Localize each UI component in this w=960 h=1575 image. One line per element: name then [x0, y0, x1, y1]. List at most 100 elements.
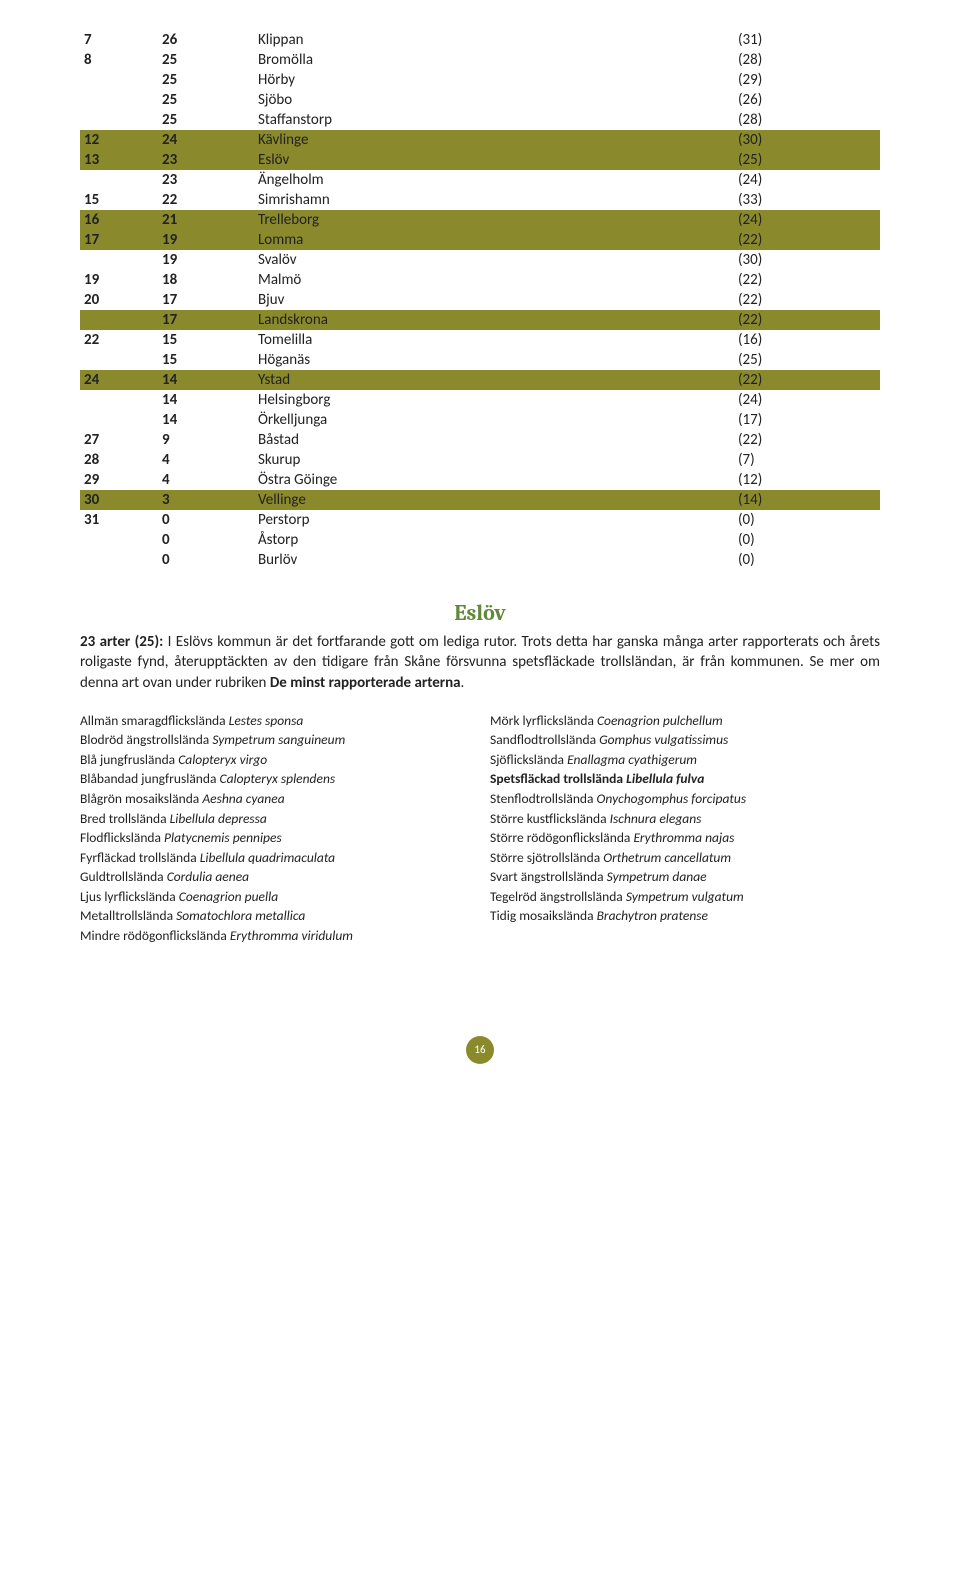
- table-cell: 15: [160, 350, 256, 370]
- table-cell: [80, 250, 160, 270]
- species-scientific: Libellula fulva: [626, 770, 704, 787]
- species-scientific: Orthetrum cancellatum: [603, 849, 731, 866]
- table-cell: (12): [736, 470, 880, 490]
- table-cell: [80, 310, 160, 330]
- table-row: 25Staffanstorp(28): [80, 110, 880, 130]
- table-row: 279Båstad(22): [80, 430, 880, 450]
- species-swedish: Ljus lyrflickslända: [80, 888, 179, 905]
- species-swedish: Tidig mosaikslända: [490, 907, 597, 924]
- table-row: 17Landskrona(22): [80, 310, 880, 330]
- table-cell: (30): [736, 130, 880, 150]
- species-scientific: Ischnura elegans: [610, 810, 702, 827]
- table-cell: Höganäs: [256, 350, 736, 370]
- species-swedish: Svart ängstrollslända: [490, 868, 607, 885]
- table-cell: (25): [736, 150, 880, 170]
- table-cell: 15: [80, 190, 160, 210]
- table-cell: (30): [736, 250, 880, 270]
- table-cell: Tomelilla: [256, 330, 736, 350]
- species-line: Metalltrollslända Somatochlora metallica: [80, 906, 470, 926]
- table-cell: Örkelljunga: [256, 410, 736, 430]
- species-line: Större sjötrollslända Orthetrum cancella…: [490, 848, 880, 868]
- species-line: Stenflodtrollslända Onychogomphus forcip…: [490, 789, 880, 809]
- species-scientific: Libellula depressa: [170, 810, 267, 827]
- species-scientific: Coenagrion pulchellum: [597, 712, 723, 729]
- table-cell: 4: [160, 450, 256, 470]
- table-cell: (22): [736, 310, 880, 330]
- species-swedish: Blåbandad jungfruslända: [80, 770, 220, 787]
- table-cell: (22): [736, 430, 880, 450]
- species-scientific: Calopteryx splendens: [220, 770, 336, 787]
- table-row: 0Burlöv(0): [80, 550, 880, 570]
- table-cell: 22: [80, 330, 160, 350]
- species-scientific: Calopteryx virgo: [178, 751, 267, 768]
- table-row: 294Östra Göinge(12): [80, 470, 880, 490]
- table-cell: Skurup: [256, 450, 736, 470]
- table-row: 303Vellinge(14): [80, 490, 880, 510]
- species-line: Ljus lyrflickslända Coenagrion puella: [80, 887, 470, 907]
- table-cell: [80, 110, 160, 130]
- table-cell: 17: [160, 290, 256, 310]
- table-row: 310Perstorp(0): [80, 510, 880, 530]
- species-scientific: Sympetrum vulgatum: [626, 888, 744, 905]
- table-cell: 19: [160, 250, 256, 270]
- species-line: Större kustflickslända Ischnura elegans: [490, 809, 880, 829]
- table-cell: [80, 170, 160, 190]
- species-line: Svart ängstrollslända Sympetrum danae: [490, 867, 880, 887]
- species-swedish: Större kustflickslända: [490, 810, 610, 827]
- table-row: 0Åstorp(0): [80, 530, 880, 550]
- species-swedish: Blå jungfruslända: [80, 751, 178, 768]
- species-scientific: Libellula quadrimaculata: [200, 849, 335, 866]
- species-scientific: Gomphus vulgatissimus: [599, 731, 728, 748]
- table-cell: Trelleborg: [256, 210, 736, 230]
- table-cell: 26: [160, 30, 256, 50]
- section-title: Eslöv: [80, 600, 880, 626]
- table-cell: [80, 350, 160, 370]
- table-cell: Ängelholm: [256, 170, 736, 190]
- species-scientific: Enallagma cyathigerum: [567, 751, 697, 768]
- table-cell: Hörby: [256, 70, 736, 90]
- table-cell: Eslöv: [256, 150, 736, 170]
- body-end: .: [461, 674, 465, 692]
- table-cell: 9: [160, 430, 256, 450]
- species-scientific: Onychogomphus forcipatus: [597, 790, 747, 807]
- species-line: Mindre rödögonflickslända Erythromma vir…: [80, 926, 470, 946]
- species-line: Större rödögonflickslända Erythromma naj…: [490, 828, 880, 848]
- species-scientific: Platycnemis pennipes: [164, 829, 282, 846]
- table-cell: 27: [80, 430, 160, 450]
- species-line: Allmän smaragdflickslända Lestes sponsa: [80, 711, 470, 731]
- table-row: 2017Bjuv(22): [80, 290, 880, 310]
- table-cell: (26): [736, 90, 880, 110]
- species-scientific: Erythromma najas: [633, 829, 734, 846]
- table-cell: 30: [80, 490, 160, 510]
- table-cell: 4: [160, 470, 256, 490]
- species-swedish: Bred trollslända: [80, 810, 170, 827]
- table-cell: Ystad: [256, 370, 736, 390]
- table-row: 284Skurup(7): [80, 450, 880, 470]
- table-cell: 15: [160, 330, 256, 350]
- species-line: Blodröd ängstrollslända Sympetrum sangui…: [80, 730, 470, 750]
- table-cell: Staffanstorp: [256, 110, 736, 130]
- species-line: Flodflickslända Platycnemis pennipes: [80, 828, 470, 848]
- species-swedish: Tegelröd ängstrollslända: [490, 888, 626, 905]
- table-cell: (24): [736, 170, 880, 190]
- species-scientific: Sympetrum sanguineum: [212, 731, 345, 748]
- table-cell: Helsingborg: [256, 390, 736, 410]
- table-cell: (22): [736, 370, 880, 390]
- species-swedish: Spetsfläckad trollslända: [490, 770, 626, 787]
- species-line: Sjöflickslända Enallagma cyathigerum: [490, 750, 880, 770]
- species-swedish: Flodflickslända: [80, 829, 164, 846]
- table-cell: Perstorp: [256, 510, 736, 530]
- table-cell: Sjöbo: [256, 90, 736, 110]
- species-swedish: Guldtrollslända: [80, 868, 167, 885]
- table-cell: 13: [80, 150, 160, 170]
- table-cell: Malmö: [256, 270, 736, 290]
- table-cell: 23: [160, 150, 256, 170]
- ranking-table: 726Klippan(31)825Bromölla(28)25Hörby(29)…: [80, 30, 880, 570]
- table-row: 15Höganäs(25): [80, 350, 880, 370]
- table-cell: 25: [160, 110, 256, 130]
- table-cell: 0: [160, 530, 256, 550]
- table-row: 1719Lomma(22): [80, 230, 880, 250]
- table-cell: Bjuv: [256, 290, 736, 310]
- table-cell: 17: [80, 230, 160, 250]
- species-line: Bred trollslända Libellula depressa: [80, 809, 470, 829]
